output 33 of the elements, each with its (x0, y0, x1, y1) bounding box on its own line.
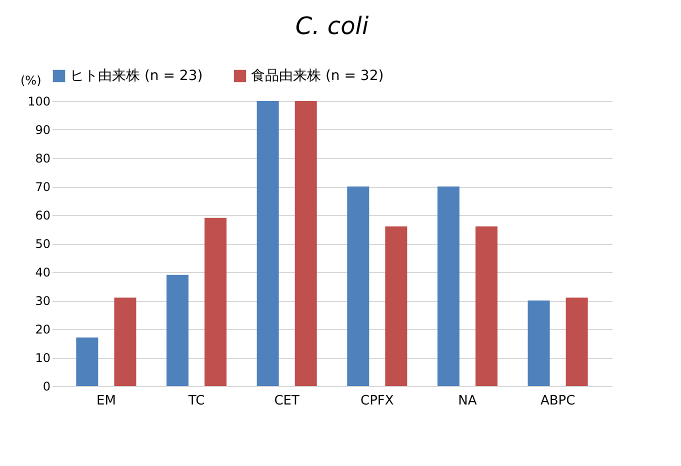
y-tick-label: 50 (35, 237, 50, 251)
y-tick-label: 70 (35, 180, 50, 194)
x-tick-label: CPFX (360, 394, 394, 408)
bar (76, 338, 98, 386)
x-tick-label: NA (458, 394, 477, 408)
y-tick-label: 40 (35, 266, 50, 280)
y-tick-label: 90 (35, 123, 50, 137)
bar (114, 298, 136, 386)
bar (347, 186, 370, 386)
x-tick-label: ABPC (540, 394, 576, 408)
bar (204, 218, 227, 386)
chart-title: C. coli (295, 12, 369, 40)
y-axis-title: (%) (20, 74, 42, 88)
y-tick-label: 30 (35, 294, 50, 308)
y-tick-label: 60 (35, 208, 50, 222)
x-tick-label: CET (274, 394, 300, 408)
bar (528, 300, 550, 386)
bar (476, 226, 498, 386)
y-tick-label: 80 (35, 152, 50, 166)
legend-label: 食品由来株 (n = 32) (251, 68, 384, 84)
bar (385, 226, 408, 386)
y-tick-label: 0 (42, 380, 50, 394)
bar (566, 298, 588, 386)
bar (166, 274, 188, 386)
bar (437, 186, 460, 386)
y-tick-label: 10 (35, 351, 50, 365)
bar (294, 101, 317, 386)
legend-label: ヒト由来株 (n = 23) (70, 68, 203, 84)
y-tick-label: 100 (28, 94, 50, 108)
bar (256, 101, 279, 386)
y-tick-label: 20 (35, 322, 50, 336)
x-tick-label: TC (187, 394, 205, 408)
x-tick-label: EM (96, 394, 116, 408)
